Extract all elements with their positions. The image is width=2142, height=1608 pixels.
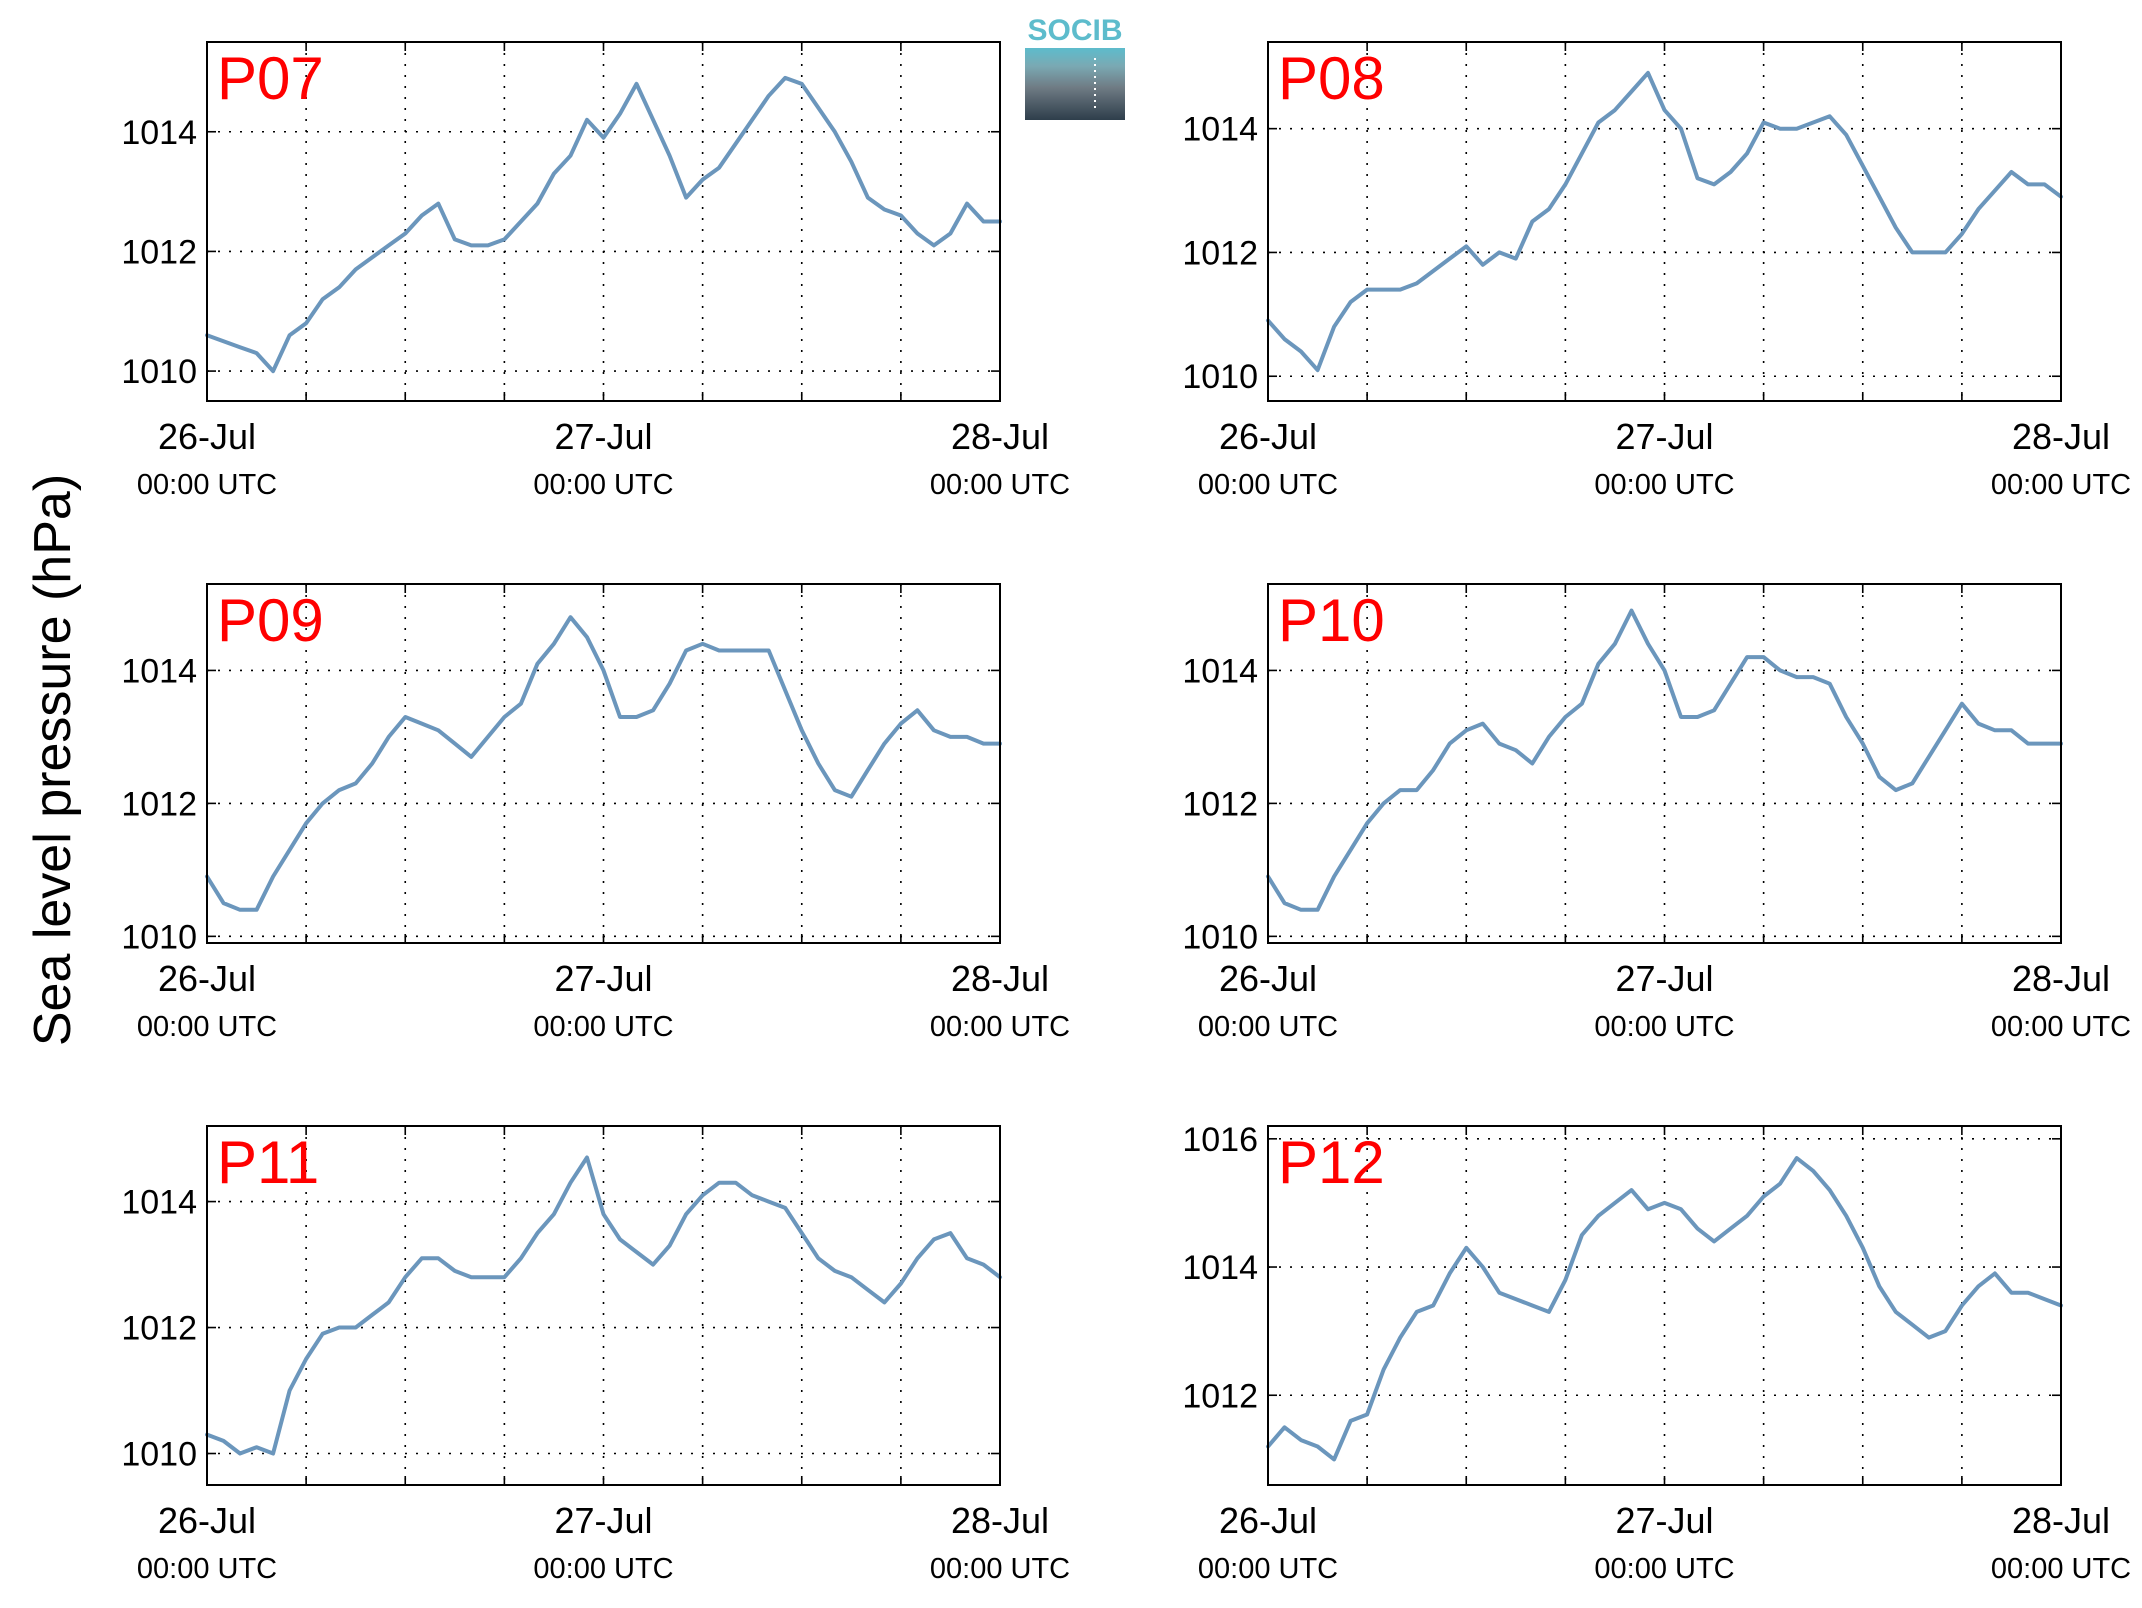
x-tick-label-date: 28-Jul: [2012, 416, 2110, 457]
panel-p07: 1010 1012 1014 26-Jul 00:00 UTC 27-Jul 00:00 U…: [121, 41, 1070, 501]
pressure-line-p08: [1266, 70, 2063, 373]
x-tick-label-time: 00:00 UTC: [137, 469, 277, 501]
y-tick-label: 1016: [1182, 1121, 1258, 1159]
axes-frame: [206, 583, 1001, 944]
y-tick-label: 1010: [1182, 358, 1258, 396]
x-tick-label-date: 27-Jul: [1615, 958, 1713, 999]
x-tick-label-date: 28-Jul: [2012, 958, 2110, 999]
x-tick-label-time: 00:00 UTC: [1991, 469, 2131, 501]
x-tick-label-date: 26-Jul: [158, 958, 256, 999]
y-tick-label: 1012: [1182, 1377, 1258, 1415]
x-tick-label-time: 00:00 UTC: [137, 1011, 277, 1043]
socib-logo-gradient: [1025, 48, 1125, 120]
pressure-line-p07: [205, 75, 1002, 374]
panel-label-p11: P11: [217, 1129, 319, 1196]
y-tick-label: 1012: [1182, 785, 1258, 823]
x-tick-label-date: 26-Jul: [1219, 958, 1317, 999]
x-tick-label-date: 27-Jul: [1615, 1500, 1713, 1541]
y-tick-label: 1012: [121, 1310, 197, 1348]
x-tick-label-date: 27-Jul: [554, 958, 652, 999]
x-tick-label-date: 26-Jul: [158, 1500, 256, 1541]
x-tick-label-date: 26-Jul: [158, 416, 256, 457]
axes-frame: [1267, 41, 2062, 402]
pressure-line-p09: [205, 615, 1002, 912]
y-tick-label: 1014: [121, 1184, 197, 1222]
y-axis-label: Sea level pressure (hPa): [24, 474, 82, 1046]
x-tick-label-time: 00:00 UTC: [930, 1011, 1070, 1043]
y-tick-label: 1014: [1182, 111, 1258, 149]
x-tick-label-time: 00:00 UTC: [1594, 1011, 1734, 1043]
y-tick-label: 1010: [121, 1436, 197, 1474]
x-tick-label-time: 00:00 UTC: [1594, 1553, 1734, 1585]
x-tick-label-time: 00:00 UTC: [930, 1553, 1070, 1585]
panel-label-p12: P12: [1278, 1129, 1385, 1196]
x-tick-label-date: 28-Jul: [2012, 1500, 2110, 1541]
axes-frame: [1267, 1125, 2062, 1486]
socib-logo-text: SOCIB: [1027, 14, 1122, 47]
panels: 1010 1012 1014 26-Jul 00:00 UTC 27-Jul 00:00 U…: [121, 41, 2131, 1585]
y-tick-label: 1014: [1182, 1249, 1258, 1287]
x-tick-label-time: 00:00 UTC: [533, 1553, 673, 1585]
x-tick-label-date: 28-Jul: [951, 416, 1049, 457]
x-tick-label-time: 00:00 UTC: [1594, 469, 1734, 501]
y-tick-label: 1014: [121, 114, 197, 152]
y-tick-label: 1012: [1182, 234, 1258, 272]
pressure-line-p10: [1266, 608, 2063, 912]
panel-p11: 1010 1012 1014 26-Jul 00:00 UTC 27-Jul 00:00 U…: [121, 1125, 1070, 1585]
panel-p08: 1010 1012 1014 26-Jul 00:00 UTC 27-Jul 00:00 U…: [1182, 41, 2131, 501]
x-tick-label-time: 00:00 UTC: [1198, 1011, 1338, 1043]
panel-p12: 1012 1014 1016 26-Jul 00:00 UTC 27-Jul 00:00 U…: [1182, 1121, 2131, 1585]
x-tick-label-time: 00:00 UTC: [533, 1011, 673, 1043]
axes-frame: [206, 1125, 1001, 1486]
panel-label-p07: P07: [217, 45, 324, 112]
x-tick-label-date: 28-Jul: [951, 958, 1049, 999]
y-tick-label: 1010: [121, 918, 197, 956]
pressure-line-p12: [1266, 1156, 2063, 1462]
x-tick-label-date: 27-Jul: [554, 1500, 652, 1541]
socib-logo: SOCIB: [1025, 14, 1125, 120]
y-tick-label: 1014: [121, 652, 197, 690]
x-tick-label-date: 27-Jul: [1615, 416, 1713, 457]
panel-label-p08: P08: [1278, 45, 1385, 112]
x-tick-label-time: 00:00 UTC: [137, 1553, 277, 1585]
y-tick-label: 1010: [1182, 918, 1258, 956]
x-tick-label-time: 00:00 UTC: [930, 469, 1070, 501]
y-tick-label: 1012: [121, 785, 197, 823]
axes-frame: [1267, 583, 2062, 944]
x-tick-label-time: 00:00 UTC: [533, 469, 673, 501]
panel-p09: 1010 1012 1014 26-Jul 00:00 UTC 27-Jul 00:00 U…: [121, 583, 1070, 1043]
x-tick-label-date: 28-Jul: [951, 1500, 1049, 1541]
x-tick-label-time: 00:00 UTC: [1991, 1011, 2131, 1043]
y-tick-label: 1012: [121, 233, 197, 271]
panel-label-p09: P09: [217, 587, 324, 654]
x-tick-label-time: 00:00 UTC: [1198, 469, 1338, 501]
x-tick-label-time: 00:00 UTC: [1991, 1553, 2131, 1585]
y-tick-label: 1014: [1182, 652, 1258, 690]
x-tick-label-date: 27-Jul: [554, 416, 652, 457]
x-tick-label-time: 00:00 UTC: [1198, 1553, 1338, 1585]
panel-p10: 1010 1012 1014 26-Jul 00:00 UTC 27-Jul 00:00 U…: [1182, 583, 2131, 1043]
axes-frame: [206, 41, 1001, 402]
y-tick-label: 1010: [121, 353, 197, 391]
x-tick-label-date: 26-Jul: [1219, 1500, 1317, 1541]
pressure-line-p11: [205, 1155, 1002, 1456]
x-tick-label-date: 26-Jul: [1219, 416, 1317, 457]
panel-label-p10: P10: [1278, 587, 1385, 654]
